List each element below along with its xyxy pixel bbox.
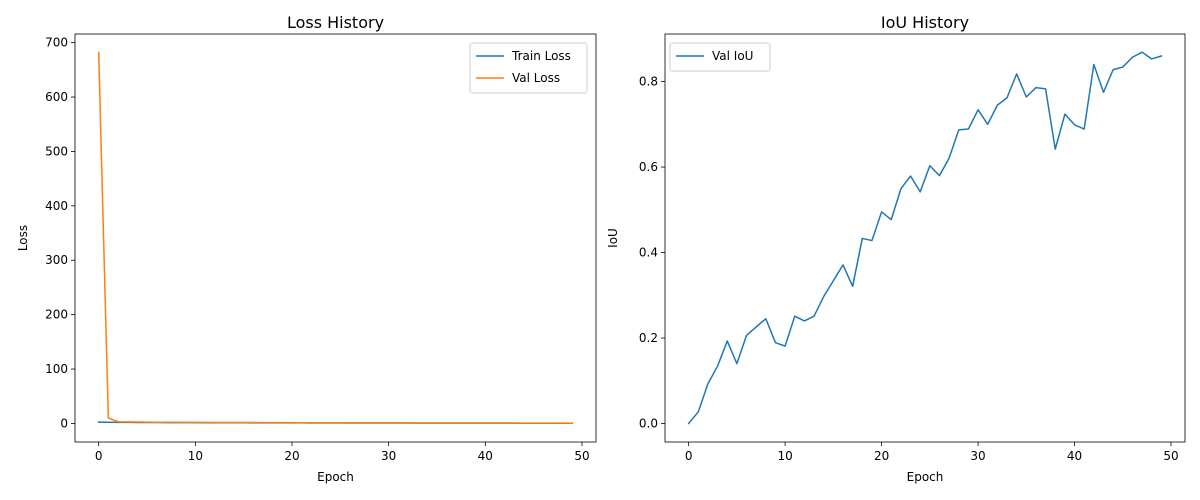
iou-x-tick-label: 40 xyxy=(1067,449,1082,463)
loss-legend: Train Loss Val Loss xyxy=(469,42,588,94)
loss-y-tick-label: 600 xyxy=(45,90,68,104)
iou-y-axis-label: IoU xyxy=(606,228,620,248)
loss-y-axis-label: Loss xyxy=(16,225,30,251)
iou-y-tick-label: 0.8 xyxy=(639,75,658,89)
iou-y-tick-label: 0.4 xyxy=(639,246,658,260)
iou-legend-box xyxy=(669,42,771,72)
iou-legend-label-0: Val IoU xyxy=(712,49,753,63)
iou-x-tick-label: 20 xyxy=(874,449,889,463)
iou-x-tick-label: 50 xyxy=(1163,449,1178,463)
loss-y-tick-label: 300 xyxy=(45,253,68,267)
iou-y-tick-label: 0.6 xyxy=(639,160,658,174)
loss-y-tick-label: 100 xyxy=(45,362,68,376)
loss-legend-label-0: Train Loss xyxy=(511,49,571,63)
loss-y-tick-label: 0 xyxy=(60,416,68,430)
iou-series-line-0 xyxy=(687,51,1163,425)
iou-legend: Val IoU xyxy=(669,42,771,72)
loss-y-tick-label: 200 xyxy=(45,308,68,322)
loss-x-tick-label: 10 xyxy=(188,449,203,463)
loss-x-tick-label: 20 xyxy=(284,449,299,463)
loss-y-tick-label: 500 xyxy=(45,144,68,158)
iou-chart-title: IoU History xyxy=(881,13,969,32)
iou-x-tick-label: 10 xyxy=(777,449,792,463)
loss-x-tick-label: 30 xyxy=(381,449,396,463)
loss-x-axis-label: Epoch xyxy=(317,470,354,484)
loss-series-line-1 xyxy=(97,51,574,424)
iou-x-axis-label: Epoch xyxy=(907,470,944,484)
iou-y-tick-label: 0.0 xyxy=(639,416,658,430)
loss-y-tick-label: 700 xyxy=(45,36,68,50)
loss-plot-frame xyxy=(74,33,597,443)
loss-x-tick-label: 50 xyxy=(574,449,589,463)
iou-y-tick-label: 0.2 xyxy=(639,331,658,345)
loss-y-tick-label: 400 xyxy=(45,199,68,213)
iou-x-tick-label: 0 xyxy=(685,449,693,463)
iou-x-tick-label: 30 xyxy=(970,449,985,463)
loss-x-tick-label: 0 xyxy=(95,449,103,463)
loss-x-tick-label: 40 xyxy=(478,449,493,463)
iou-plot-frame xyxy=(664,33,1186,443)
iou-chart: IoU History 0 10 20 30 40 50 0.0 0.2 0.4 0.6 0.8 Epo… xyxy=(606,13,1186,484)
loss-legend-label-1: Val Loss xyxy=(512,71,560,85)
loss-chart-title: Loss History xyxy=(287,13,384,32)
